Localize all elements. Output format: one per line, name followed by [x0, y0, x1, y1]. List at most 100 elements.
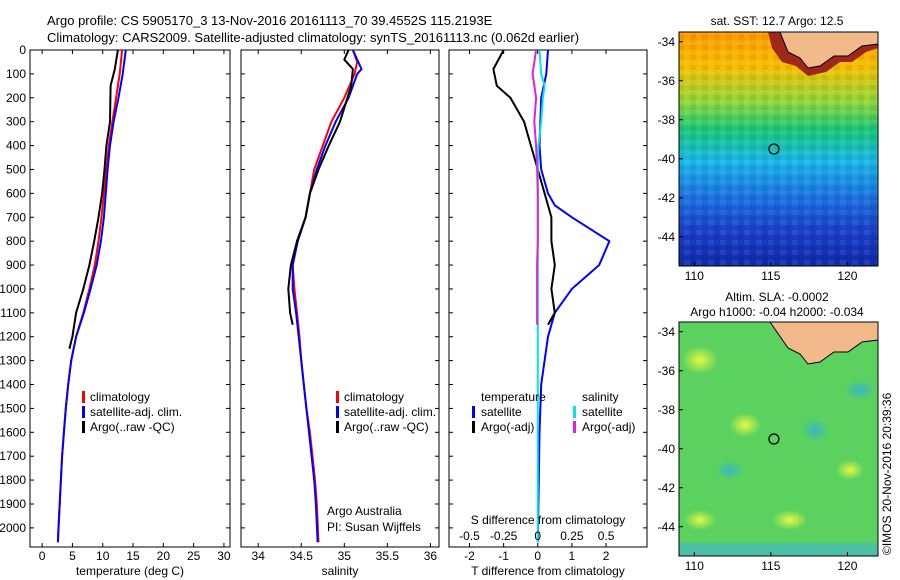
series-line-argo-raw-qc: [68, 50, 119, 349]
argo-position-marker: [768, 143, 780, 155]
x-tick-label: 36: [424, 549, 438, 563]
x-tick-label: 1: [569, 549, 576, 563]
legend-label: Argo(..raw -QC): [344, 420, 429, 434]
depth-tick-label: 900: [6, 258, 26, 272]
legend-group-title: salinity: [582, 390, 619, 404]
map-y-tick-label: -34: [658, 325, 676, 339]
difference-x-axis: -2 -1 0 1 2 -0.5 -0.25 0 0.25 0.5: [459, 50, 615, 563]
x-tick-label: 35: [338, 549, 352, 563]
legend-label: satellite: [481, 405, 522, 419]
x-tick-label: 34.5: [290, 549, 314, 563]
sla-south-band: [679, 543, 878, 556]
map-x-tick-label: 110: [685, 269, 704, 283]
map-y-tick-label: -44: [658, 230, 676, 244]
depth-tick-label: 1700: [0, 449, 26, 463]
temperature-legend: climatology satellite-adj. clim. Argo(..…: [82, 390, 182, 434]
x-tick-label: 0: [534, 549, 541, 563]
sla-anomaly-blob: [729, 413, 761, 437]
salinity-x-axis: 34 34.5 35 35.5 36: [252, 50, 438, 563]
x2-tick-label: 0.25: [560, 529, 584, 543]
map-y-tick-label: -40: [658, 442, 676, 456]
map-x-tick-label: 115: [761, 559, 780, 573]
map-x-tick-label: 120: [837, 269, 857, 283]
depth-tick-label: 800: [6, 234, 26, 248]
x2-tick-label: -0.25: [490, 529, 518, 543]
legend-label: satellite-adj. clim.: [344, 405, 436, 419]
legend-label: satellite-adj. clim.: [90, 405, 182, 419]
series-line-temperature-satellite: [536, 50, 611, 543]
depth-tick-label: 500: [6, 162, 26, 176]
depth-tick-label: 1100: [0, 306, 26, 320]
legend-swatch-sal-argo: [573, 421, 576, 433]
map-y-tick-label: -42: [658, 191, 676, 205]
x-tick-label: 34: [252, 549, 266, 563]
legend-label: Argo(..raw -QC): [90, 420, 175, 434]
legend-label: climatology: [90, 390, 150, 404]
depth-tick-label: 1500: [0, 401, 26, 415]
x-tick-label: 25: [187, 549, 201, 563]
map-y-tick-label: -36: [658, 364, 676, 378]
salinity-plot: [287, 50, 363, 543]
sla-map-title: Altim. SLA: -0.0002: [725, 290, 829, 304]
depth-tick-label: 1600: [0, 425, 26, 439]
legend-group-title: temperature: [481, 390, 546, 404]
sst-map-axes: 110 115 120 -34 -36 -38 -40 -42 -44: [658, 35, 858, 283]
salinity-panel-frame: [240, 49, 440, 548]
sla-anomaly-blob: [682, 346, 718, 374]
series-line-salinity-argo-adj: [531, 50, 539, 325]
sla-map-frame: [678, 321, 879, 557]
sla-anomaly-blob: [836, 460, 864, 480]
map-x-tick-label: 120: [837, 559, 857, 573]
sla-anomaly-blob: [716, 460, 744, 480]
depth-tick-label: 1000: [0, 282, 26, 296]
sla-map-subtitle: Argo h1000: -0.04 h2000: -0.034: [690, 305, 864, 319]
sst-map-frame: [678, 31, 879, 267]
legend-swatch-satellite: [82, 406, 85, 418]
depth-tick-label: 300: [6, 115, 26, 129]
legend-swatch-temp-argo: [472, 421, 475, 433]
depth-axis: 0 100 200 300 400 500 600 700 800 900 1000 1100 1200…: [0, 43, 647, 535]
map-x-tick-label: 110: [685, 559, 704, 573]
map-y-tick-label: -40: [658, 152, 676, 166]
difference-panel-frame: [448, 49, 648, 548]
map-y-tick-label: -36: [658, 74, 676, 88]
legend-swatch-satellite: [336, 406, 339, 418]
credit-line-1: Argo Australia: [327, 504, 402, 518]
difference-x2label: S difference from climatology: [471, 513, 626, 527]
depth-tick-label: 1800: [0, 473, 26, 487]
salinity-legend: climatology satellite-adj. clim. Argo(..…: [336, 390, 436, 434]
x2-tick-label: -0.5: [459, 529, 480, 543]
argo-position-marker: [768, 433, 780, 445]
sla-anomaly-blob: [684, 510, 716, 530]
header-line-2: Climatology: CARS2009. Satellite-adjuste…: [47, 30, 579, 45]
difference-plot: [492, 50, 611, 543]
x-tick-label: -1: [498, 549, 509, 563]
depth-tick-label: 0: [19, 43, 26, 57]
depth-tick-label: 1400: [0, 378, 26, 392]
x-tick-label: 2: [603, 549, 610, 563]
legend-swatch-argo: [336, 421, 339, 433]
depth-tick-label: 1300: [0, 354, 26, 368]
legend-swatch-temp-satellite: [472, 406, 475, 418]
sla-anomaly-blob: [801, 418, 829, 442]
temperature-plot: [56, 50, 127, 543]
difference-xlabel: T difference from climatology: [471, 564, 625, 578]
series-line-argo-raw-qc: [287, 50, 354, 326]
map-x-tick-label: 115: [761, 269, 780, 283]
depth-tick-label: 600: [6, 186, 26, 200]
depth-tick-label: 200: [6, 91, 26, 105]
temperature-xlabel: temperature (deg C): [76, 564, 184, 578]
series-line-climatology: [291, 50, 359, 543]
series-line-satellite-adj-clim: [291, 50, 363, 543]
depth-tick-label: 1200: [0, 330, 26, 344]
x-tick-label: 10: [96, 549, 110, 563]
legend-label: climatology: [344, 390, 404, 404]
x-tick-label: 30: [217, 549, 231, 563]
sla-map-axes: 110 115 120 -34 -36 -38 -40 -42 -44: [658, 325, 858, 573]
map-y-tick-label: -38: [658, 113, 676, 127]
sla-anomaly-blob: [844, 380, 876, 400]
legend-label: Argo(-adj): [481, 420, 534, 434]
x-tick-label: 5: [69, 549, 76, 563]
difference-legend: temperature satellite Argo(-adj) salinit…: [472, 390, 635, 434]
